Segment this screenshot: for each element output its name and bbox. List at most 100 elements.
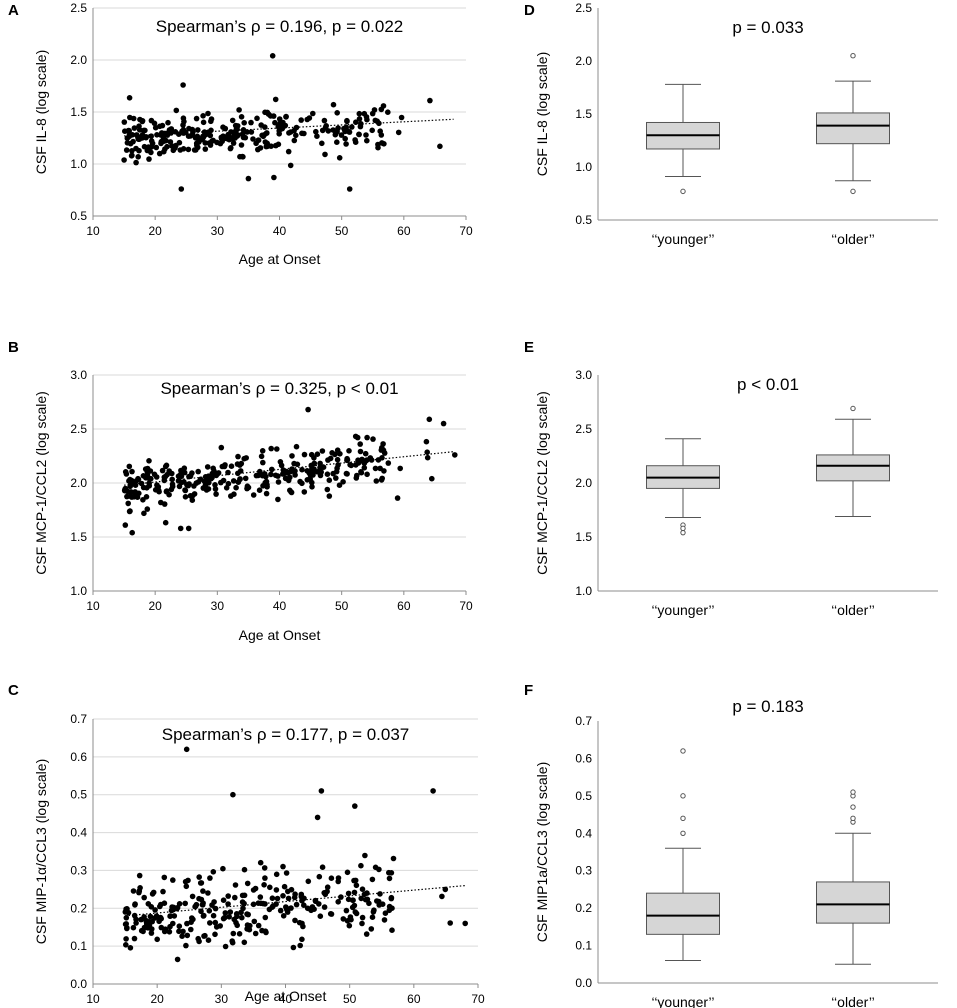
data-point [369, 127, 376, 134]
data-point [218, 479, 224, 486]
data-point [233, 919, 239, 926]
data-point [378, 132, 385, 138]
data-point [189, 893, 196, 900]
data-point [263, 490, 270, 497]
data-point [389, 905, 395, 911]
stat-annotation: p < 0.01 [737, 375, 799, 394]
data-point [245, 911, 251, 918]
data-point [376, 120, 382, 127]
data-point [301, 902, 307, 908]
data-point [251, 918, 258, 925]
data-point [221, 914, 228, 921]
x-axis-title: Age at Onset [239, 627, 321, 643]
data-point [170, 147, 177, 154]
stat-annotation: p = 0.033 [732, 18, 803, 37]
data-point [174, 905, 180, 912]
data-point [283, 870, 290, 876]
data-point [130, 924, 137, 931]
data-point [447, 920, 454, 926]
data-point [389, 927, 395, 933]
data-point [285, 895, 292, 902]
data-point [268, 445, 275, 452]
data-point [277, 907, 284, 914]
data-point [121, 119, 128, 125]
data-point [193, 147, 199, 153]
data-point [330, 470, 337, 477]
data-point [155, 484, 162, 490]
data-point [142, 127, 148, 134]
data-point [452, 452, 458, 458]
data-point [280, 124, 286, 130]
data-point [318, 788, 325, 794]
data-point [148, 475, 154, 482]
data-point [133, 132, 140, 138]
x-tick-label: 30 [211, 224, 225, 238]
data-point [358, 895, 365, 902]
data-point [280, 863, 286, 870]
data-point [176, 483, 183, 490]
data-point [351, 889, 358, 896]
data-point [237, 462, 243, 468]
data-point [359, 920, 365, 927]
data-point [272, 119, 278, 126]
data-point [252, 930, 259, 937]
data-point [273, 901, 279, 907]
data-point [161, 138, 167, 144]
data-point [199, 901, 206, 908]
data-point [208, 118, 214, 125]
data-point [297, 942, 304, 949]
data-point [228, 145, 234, 151]
data-point [274, 895, 281, 902]
data-point [373, 478, 380, 484]
data-point [322, 151, 328, 158]
data-point [304, 116, 311, 123]
data-point [159, 467, 166, 474]
box-younger: ‘‘younger’’ [646, 748, 720, 1008]
data-point [342, 135, 349, 142]
data-point [287, 474, 293, 481]
data-point [168, 486, 175, 493]
outlier-point [850, 405, 856, 412]
panel-d: D 0.5 1.0 1.5 2.0 2.5 CSF IL-8 (log scale) p = … [524, 1, 938, 247]
data-point [342, 127, 348, 134]
data-point [141, 510, 147, 517]
data-point [314, 451, 321, 458]
data-point [236, 931, 243, 937]
x-tick-label: 50 [343, 992, 357, 1006]
data-point [340, 916, 347, 922]
y-tick-label: 1.0 [70, 584, 87, 598]
data-point [130, 115, 137, 122]
outlier-point [850, 804, 856, 810]
data-point [301, 489, 308, 495]
y-tick-label: 0.2 [575, 901, 592, 915]
data-point [353, 882, 360, 889]
data-point [169, 481, 176, 488]
data-point [356, 131, 362, 138]
data-point [152, 124, 159, 131]
y-tick-label: 1.0 [575, 584, 592, 598]
data-point [207, 875, 213, 881]
data-point [257, 468, 263, 475]
data-point [154, 936, 160, 943]
data-point [122, 485, 129, 492]
outlier-point [850, 188, 856, 195]
data-point [161, 874, 168, 881]
data-point [170, 920, 176, 927]
data-point [398, 114, 405, 121]
data-point [177, 525, 184, 532]
data-point [314, 814, 321, 821]
data-point [385, 460, 392, 466]
data-point [128, 489, 134, 495]
data-point [212, 486, 219, 492]
data-point [276, 128, 283, 134]
data-point [234, 133, 240, 139]
data-point [380, 441, 386, 447]
category-label: ‘‘older’’ [831, 231, 875, 247]
panel-b: B 1.0 1.5 2.0 2.5 3.0 CSF MCP-1/CCL2 (log scal… [8, 339, 473, 643]
data-point [200, 888, 206, 894]
data-point [254, 115, 260, 122]
data-point [126, 463, 133, 470]
data-point [346, 448, 352, 454]
data-point [362, 450, 369, 457]
data-point [146, 458, 152, 464]
